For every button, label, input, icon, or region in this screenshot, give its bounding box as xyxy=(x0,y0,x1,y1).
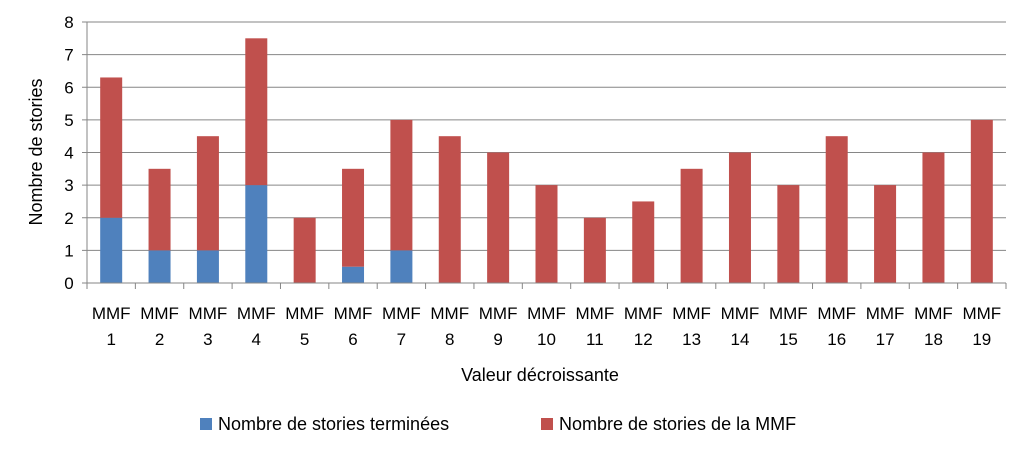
bar-mmf-9 xyxy=(487,152,510,283)
y-tick-label-5: 5 xyxy=(64,111,73,130)
x-tick-label-9: MMF 9 xyxy=(479,304,518,349)
bar-mmf-7 xyxy=(390,119,413,251)
x-tick-label-12: MMF 12 xyxy=(624,304,663,349)
bar-mmf-2 xyxy=(148,168,171,251)
x-tick-label-8: MMF 8 xyxy=(430,304,469,349)
x-tick-label-15: MMF 15 xyxy=(769,304,808,349)
x-tick-label-17: MMF 17 xyxy=(866,304,905,349)
x-tick-label-5: MMF 5 xyxy=(285,304,324,349)
y-tick-labels: 0 1 2 3 4 5 6 7 8 xyxy=(64,13,73,293)
bar-mmf-15 xyxy=(777,185,800,283)
x-tick-label-14: MMF 14 xyxy=(721,304,760,349)
x-tick-label-1: MMF 1 xyxy=(92,304,131,349)
legend-swatch-terminees xyxy=(200,418,212,430)
x-axis-title: Valeur décroissante xyxy=(461,365,619,385)
y-tick-label-8: 8 xyxy=(64,13,73,32)
bar-mmf-4 xyxy=(245,38,268,186)
bar-mmf-18 xyxy=(922,152,945,283)
y-tick-label-3: 3 xyxy=(64,176,73,195)
legend: Nombre de stories terminées Nombre de st… xyxy=(200,414,796,434)
bars xyxy=(100,38,993,283)
bar-mmf-14 xyxy=(728,152,751,283)
bar-terminees-3 xyxy=(196,250,219,283)
legend-swatch-mmf xyxy=(541,418,553,430)
bar-mmf-11 xyxy=(583,217,606,283)
bar-mmf-3 xyxy=(196,136,219,251)
bar-mmf-10 xyxy=(535,185,558,283)
y-tick-label-1: 1 xyxy=(64,241,73,260)
x-tick-label-16: MMF 16 xyxy=(817,304,856,349)
y-tick-label-7: 7 xyxy=(64,46,73,65)
bar-mmf-16 xyxy=(825,136,848,283)
x-tick-label-18: MMF 18 xyxy=(914,304,953,349)
bar-mmf-19 xyxy=(970,119,993,283)
x-tick-label-19: MMF 19 xyxy=(962,304,1001,349)
bar-mmf-12 xyxy=(632,201,655,283)
y-tick-label-2: 2 xyxy=(64,209,73,228)
x-tick-label-13: MMF 13 xyxy=(672,304,711,349)
bar-mmf-6 xyxy=(342,168,365,267)
axes xyxy=(82,21,1007,289)
bar-terminees-6 xyxy=(342,266,365,283)
legend-label-terminees: Nombre de stories terminées xyxy=(218,414,449,434)
bar-mmf-13 xyxy=(680,168,703,283)
bar-terminees-2 xyxy=(148,250,171,283)
bar-terminees-4 xyxy=(245,185,268,283)
x-tick-label-7: MMF 7 xyxy=(382,304,421,349)
x-tick-label-3: MMF 3 xyxy=(189,304,228,349)
y-axis-title: Nombre de stories xyxy=(26,78,46,225)
y-tick-label-4: 4 xyxy=(64,144,73,163)
x-tick-label-6: MMF 6 xyxy=(334,304,373,349)
bar-mmf-8 xyxy=(438,136,461,283)
bar-terminees-1 xyxy=(100,217,123,283)
legend-label-mmf: Nombre de stories de la MMF xyxy=(559,414,796,434)
x-tick-label-4: MMF 4 xyxy=(237,304,276,349)
x-tick-label-2: MMF 2 xyxy=(140,304,179,349)
bar-mmf-5 xyxy=(293,217,316,283)
bar-terminees-7 xyxy=(390,250,413,283)
x-tick-label-11: MMF 11 xyxy=(576,304,615,349)
x-tick-label-10: MMF 10 xyxy=(527,304,566,349)
y-tick-label-6: 6 xyxy=(64,78,73,97)
bar-mmf-1 xyxy=(100,77,123,218)
y-tick-label-0: 0 xyxy=(64,274,73,293)
bar-mmf-17 xyxy=(874,185,897,283)
